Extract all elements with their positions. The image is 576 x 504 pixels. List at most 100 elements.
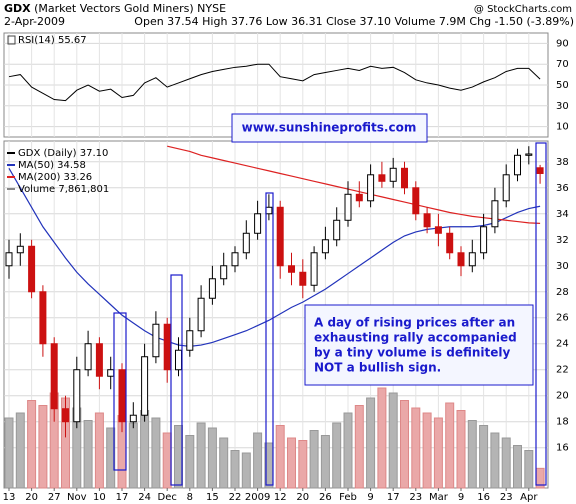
line: [8, 167, 541, 347]
volume-bar: [524, 450, 534, 489]
candle-body: [118, 369, 126, 423]
candle-body: [502, 174, 510, 202]
x-tick-label: 20: [25, 492, 38, 503]
symbol: GDX: [4, 2, 31, 15]
volume-bar: [433, 417, 443, 489]
volume-bar: [400, 400, 409, 489]
candle-body: [333, 219, 341, 241]
volume-bar: [479, 425, 489, 489]
candle-body: [344, 193, 352, 221]
y-tick-label: 90: [556, 38, 569, 49]
volume-bar: [253, 432, 263, 489]
y-tick-label: 28: [556, 287, 569, 298]
x-tick-label: Apr: [520, 492, 538, 503]
candle-body: [186, 330, 194, 351]
candle-body: [242, 232, 250, 254]
candle-body: [16, 245, 24, 254]
annotation: NOT a bullish sign.: [314, 361, 441, 375]
candle-body: [73, 369, 81, 423]
panel-title: RSI(14) 55.67: [18, 35, 87, 46]
candle-body: [446, 232, 454, 254]
volume-bar: [490, 432, 500, 489]
x-tick-label: 16: [477, 492, 490, 503]
highlight-box: [170, 274, 183, 486]
quote: Open 37.54 High 37.76 Low 36.31 Close 37…: [134, 15, 574, 28]
y-tick-label: 30: [556, 261, 569, 272]
source: @ StockCharts.com: [474, 4, 572, 15]
candle-body: [514, 154, 521, 176]
candle-body: [141, 356, 149, 416]
candle-body: [152, 323, 160, 358]
candle-body: [367, 174, 375, 202]
legend-label: GDX (Daily) 37.10: [18, 148, 108, 159]
candle-body: [95, 343, 103, 377]
y-tick-label: 32: [556, 235, 569, 246]
candle-body: [480, 226, 488, 254]
candle-body: [525, 153, 533, 156]
date: 2-Apr-2009: [4, 15, 65, 28]
volume-bar: [140, 410, 150, 489]
annotation-box: [304, 304, 534, 386]
highlight-box: [265, 192, 274, 486]
annotation: www.sunshineprofits.com: [242, 121, 417, 135]
annotation: A day of rising prices after an: [314, 316, 515, 330]
x-tick-label: 9: [367, 492, 373, 503]
candle-body: [254, 213, 262, 234]
candle-body: [220, 265, 228, 280]
legend-label: MA(50) 34.58: [18, 160, 86, 171]
candle-body: [208, 278, 216, 299]
candle-body: [423, 213, 431, 228]
y-tick-label: 22: [556, 365, 569, 376]
panel-icon: [7, 35, 16, 45]
candle-body: [50, 343, 58, 410]
volume-bar: [411, 407, 421, 489]
y-tick-label: 20: [556, 391, 569, 402]
x-tick-label: 17: [387, 492, 400, 503]
volume-bar: [513, 445, 522, 489]
volume-bar: [354, 405, 364, 489]
volume-bar: [343, 412, 353, 489]
candle-body: [129, 414, 137, 423]
x-tick-label: 15: [206, 492, 219, 503]
y-tick-label: 36: [556, 183, 569, 194]
volume-bar: [15, 412, 25, 489]
candle-body: [62, 408, 69, 423]
candle-body: [175, 349, 182, 371]
title: GDX (Market Vectors Gold Miners) NYSE: [4, 2, 226, 15]
volume-bar: [106, 427, 116, 489]
y-tick-label: 30: [556, 101, 569, 112]
candle-body: [389, 167, 397, 182]
y-tick-label: 16: [556, 443, 569, 454]
candle-body: [28, 245, 36, 293]
volume-bar: [422, 412, 432, 489]
candle-body: [491, 200, 499, 228]
candle-body: [288, 265, 295, 273]
volume-bar: [174, 425, 183, 489]
volume-bar: [298, 440, 308, 489]
candle-body: [39, 291, 47, 345]
annotation: exhausting rally accompanied: [314, 331, 517, 345]
candle-body: [163, 323, 171, 371]
candle-body: [310, 252, 318, 286]
candle-body: [265, 206, 273, 215]
volume-bar: [207, 427, 217, 489]
x-tick-label: Dec: [158, 492, 177, 503]
candle-body: [197, 297, 205, 332]
volume-bar: [94, 412, 104, 489]
x-tick-label: 22: [229, 492, 242, 503]
x-tick-label: 13: [3, 492, 16, 503]
highlight-box: [113, 312, 127, 471]
volume-bar: [445, 402, 455, 489]
y-tick-label: 34: [556, 209, 569, 220]
volume-bar: [377, 387, 387, 489]
x-tick-label: 9: [458, 492, 464, 503]
volume-bar: [467, 420, 477, 489]
volume-bar: [219, 437, 229, 489]
line: [8, 63, 541, 102]
candle-body: [536, 167, 544, 174]
volume-bar: [185, 435, 195, 489]
x-tick-label: Mar: [429, 492, 449, 503]
annotation-box: [231, 113, 428, 143]
candle-body: [299, 271, 307, 286]
